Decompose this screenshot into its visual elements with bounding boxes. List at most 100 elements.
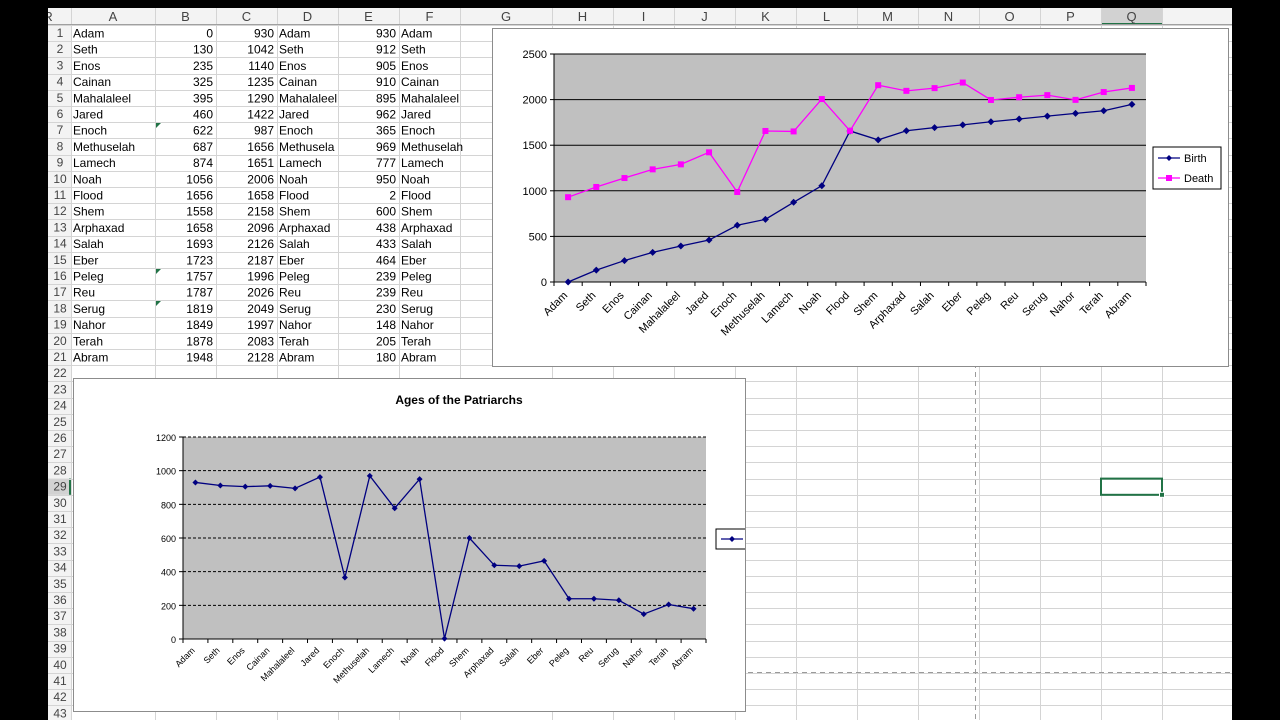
selected-cell-box[interactable] [1100,477,1163,496]
data-point-death[interactable] [649,166,656,173]
data-point-series1[interactable] [242,483,249,490]
data-point-death[interactable] [959,79,966,86]
column-header-f[interactable]: F [426,9,434,24]
row-header-32[interactable]: 32 [53,528,67,542]
data-point-birth[interactable] [987,118,995,126]
row-header-8[interactable]: 8 [57,139,64,153]
column-header-b[interactable]: B [181,9,190,24]
cell-e12[interactable]: 600 [376,205,396,219]
data-point-birth[interactable] [818,182,826,190]
data-point-series1[interactable] [590,595,597,602]
cell-b5[interactable]: 395 [193,91,213,105]
data-point-death[interactable] [1072,96,1079,103]
row-header-39[interactable]: 39 [53,642,67,656]
column-header-n[interactable]: N [944,9,953,24]
data-point-series1[interactable] [441,635,448,642]
cell-d9[interactable]: Lamech [279,156,322,170]
cell-c13[interactable]: 2096 [247,221,274,235]
row-header-41[interactable]: 41 [53,674,67,688]
cell-b12[interactable]: 1558 [186,205,213,219]
cell-f10[interactable]: Noah [401,172,430,186]
cell-e16[interactable]: 239 [376,270,396,284]
data-point-death[interactable] [1128,84,1135,91]
row-header-19[interactable]: 19 [53,318,67,332]
column-header-m[interactable]: M [882,9,893,24]
data-point-death[interactable] [762,127,769,134]
birth-death-chart[interactable]: 0 500 1000 1500 2000 2500 Adam Seth Enos Cainan Ma… [492,28,1229,367]
plot-area[interactable] [554,54,1146,282]
data-point-birth[interactable] [1043,112,1051,120]
row-header-26[interactable]: 26 [53,431,67,445]
cell-b19[interactable]: 1849 [186,318,213,332]
row-header-36[interactable]: 36 [53,593,67,607]
cell-e5[interactable]: 895 [376,91,396,105]
cell-f19[interactable]: Nahor [401,318,434,332]
cell-d13[interactable]: Arphaxad [279,221,330,235]
cell-b20[interactable]: 1878 [186,334,213,348]
row-header-22[interactable]: 22 [53,366,67,380]
row-header-34[interactable]: 34 [53,561,67,575]
data-point-birth[interactable] [959,121,967,129]
cell-d10[interactable]: Noah [279,172,308,186]
cell-d2[interactable]: Seth [279,43,304,57]
cell-d4[interactable]: Cainan [279,75,317,89]
cell-a11[interactable]: Flood [73,189,103,203]
cell-c4[interactable]: 1235 [247,75,274,89]
column-header-h[interactable]: H [578,9,587,24]
cell-b18[interactable]: 1819 [186,302,213,316]
data-point-death[interactable] [790,128,797,135]
row-header-35[interactable]: 35 [53,577,67,591]
row-header-10[interactable]: 10 [53,172,67,186]
row-header-33[interactable]: 33 [53,544,67,558]
row-header-14[interactable]: 14 [53,237,67,251]
cell-c5[interactable]: 1290 [247,91,274,105]
column-header-g[interactable]: G [501,9,511,24]
data-point-series1[interactable] [690,605,697,612]
data-point-death[interactable] [706,149,713,156]
legend-box[interactable] [1152,146,1222,190]
data-point-series1[interactable] [316,474,323,481]
column-header-i[interactable]: I [642,9,646,24]
row-header-4[interactable]: 4 [57,75,64,89]
cell-e9[interactable]: 777 [376,156,396,170]
data-point-series1[interactable] [516,563,523,570]
data-point-death[interactable] [1016,94,1023,101]
data-point-series1[interactable] [192,479,199,486]
column-header-e[interactable]: E [364,9,373,24]
cell-a7[interactable]: Enoch [73,124,107,138]
cell-a1[interactable]: Adam [73,27,104,41]
cell-b6[interactable]: 460 [193,108,213,122]
data-point-series1[interactable] [292,485,299,492]
cell-f4[interactable]: Cainan [401,75,439,89]
data-point-death[interactable] [847,127,853,134]
cell-e17[interactable]: 239 [376,286,396,300]
cell-a17[interactable]: Reu [73,286,95,300]
cell-b14[interactable]: 1693 [186,237,213,251]
cell-d20[interactable]: Terah [279,334,309,348]
cell-c17[interactable]: 2026 [247,286,274,300]
cell-b16[interactable]: 1757 [186,270,213,284]
row-header-1[interactable]: 1 [57,26,64,40]
cell-f20[interactable]: Terah [401,334,431,348]
data-point-birth[interactable] [564,278,572,286]
cell-f7[interactable]: Enoch [401,124,435,138]
data-point-death[interactable] [1044,92,1051,99]
cell-b3[interactable]: 235 [193,59,213,73]
data-point-death[interactable] [677,161,684,168]
data-point-series1[interactable] [366,472,373,479]
data-point-series1[interactable] [640,611,647,618]
data-point-death[interactable] [565,194,572,201]
cell-e8[interactable]: 969 [376,140,396,154]
cell-d19[interactable]: Nahor [279,318,312,332]
data-point-birth[interactable] [649,248,657,256]
row-header-37[interactable]: 37 [53,609,67,623]
data-point-series1[interactable] [566,595,573,602]
row-header-9[interactable]: 9 [57,156,64,170]
cell-d12[interactable]: Shem [279,205,310,219]
column-header-r[interactable]: R [48,9,53,24]
row-header-40[interactable]: 40 [53,658,67,672]
cell-e20[interactable]: 205 [376,334,396,348]
data-point-birth[interactable] [592,266,600,274]
cell-b11[interactable]: 1656 [186,189,213,203]
data-point-birth[interactable] [620,257,628,265]
